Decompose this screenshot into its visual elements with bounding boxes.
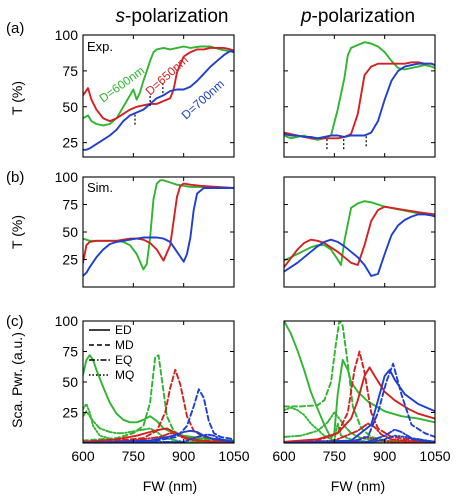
exp-label: Exp. (87, 39, 113, 54)
series-sca_s-d-600nm-eq (83, 410, 234, 443)
series-sca_s-d-700nm-md (83, 388, 234, 443)
panel-label-c: (c) (6, 313, 24, 330)
legend-mq: MQ (115, 368, 134, 382)
series-sca_p-d-650nm-eq (284, 422, 435, 443)
plot-sim_s: 25 50 75 100 (55, 169, 235, 288)
series-sim_p-d-700nm (284, 213, 435, 277)
header-s-polarization: s-polarization (116, 6, 229, 27)
header-s-prefix: s (116, 6, 126, 27)
series-sca_s-d-700nm-ed (83, 429, 234, 443)
series-group-exp_s (83, 45, 234, 151)
series-exp_s-d-600nm (83, 45, 234, 127)
frame-sim_p (283, 176, 436, 288)
ytick-label-sca_s-50: 50 (62, 374, 78, 390)
series-sca_p-d-600nm-ed (284, 321, 435, 440)
xtick-label-sca_s-1050: 1050 (218, 448, 249, 464)
xtick-label-sca_p-1050: 1050 (419, 448, 450, 464)
plot-sca_p: 600 750 900 1050 (272, 320, 451, 464)
plot-exp_p (283, 34, 436, 158)
panel-label-a: (a) (6, 20, 24, 37)
header-p-polarization: p-polarization (300, 6, 415, 27)
series-group-sim_s (83, 179, 234, 277)
series-group-sca_s (83, 354, 234, 443)
plot-sca_s: 600 750 900 1050 25 50 75 100 (55, 313, 250, 464)
xtick-label-sca_s-900: 900 (172, 448, 196, 464)
series-sim_s-d-650nm (83, 182, 234, 264)
xlabel-right: FW (nm) (331, 478, 385, 494)
annotation-d700: D=700nm (179, 77, 227, 122)
xtick-label-sca_p-900: 900 (373, 448, 397, 464)
series-sim_p-d-650nm (284, 205, 435, 269)
series-sca_p-d-650nm-md (284, 350, 435, 443)
sim-label: Sim. (87, 180, 113, 195)
annotation-d600: D=600nm (97, 63, 148, 105)
series-group-sim_p (284, 200, 435, 277)
ytick-label-exp_s-100: 100 (55, 27, 79, 43)
ytick-label-sim_s-100: 100 (55, 169, 79, 185)
ylabel-scattering: Sca. Pwr. (a.u.) (9, 332, 25, 428)
ytick-label-exp_s-50: 50 (62, 99, 78, 115)
ytick-label-sca_s-100: 100 (55, 313, 79, 329)
series-sca_s-d-650nm-md (83, 368, 234, 443)
frame-exp_p (283, 34, 436, 158)
header-p-rest: -polarization (312, 6, 416, 27)
xtick-label-sca_s-600: 600 (71, 448, 95, 464)
series-sca_p-d-700nm-mq (284, 434, 435, 443)
ylabel-exp: T (%) (9, 81, 25, 115)
ytick-label-exp_s-25: 25 (62, 135, 78, 151)
ytick-label-sca_s-75: 75 (62, 344, 78, 360)
xlabel-left: FW (nm) (143, 478, 197, 494)
xtick-label-sca_p-750: 750 (323, 448, 347, 464)
series-exp_p-d-600nm (284, 41, 435, 141)
header-p-prefix: p (300, 6, 312, 27)
series-sca_p-d-700nm-ed (284, 368, 435, 443)
plot-exp_s: 25 50 75 100 (55, 27, 235, 158)
series-exp_s-d-700nm (83, 49, 234, 151)
series-group-sca_p (284, 321, 435, 443)
xtick-label-sca_s-750: 750 (122, 448, 146, 464)
xtick-label-sca_p-600: 600 (272, 448, 296, 464)
series-sca_p-d-700nm-md (284, 362, 435, 443)
ytick-label-sim_s-25: 25 (62, 252, 78, 268)
legend-eq: EQ (115, 353, 132, 367)
series-sca_p-d-600nm-md (284, 321, 435, 443)
series-sca_p-d-700nm-eq (284, 428, 435, 443)
ytick-label-sca_s-25: 25 (62, 405, 78, 421)
header-s-rest: -polarization (125, 6, 229, 27)
ytick-label-exp_s-75: 75 (62, 63, 78, 79)
series-exp_s-d-650nm (83, 46, 234, 123)
ytick-label-sim_s-75: 75 (62, 197, 78, 213)
series-exp_p-d-650nm (284, 61, 435, 140)
ylabel-sim: T (%) (9, 215, 25, 249)
legend-ed: ED (115, 323, 132, 337)
frame-exp_s (82, 34, 235, 158)
plot-sim_p (283, 176, 436, 288)
panel-label-b: (b) (6, 169, 24, 186)
series-exp_p-d-700nm (284, 62, 435, 140)
legend: ED MD EQ MQ (89, 323, 134, 382)
series-group-exp_p (284, 41, 435, 141)
legend-md: MD (115, 338, 134, 352)
series-sim_s-d-700nm (83, 187, 234, 277)
ytick-label-sim_s-50: 50 (62, 224, 78, 240)
